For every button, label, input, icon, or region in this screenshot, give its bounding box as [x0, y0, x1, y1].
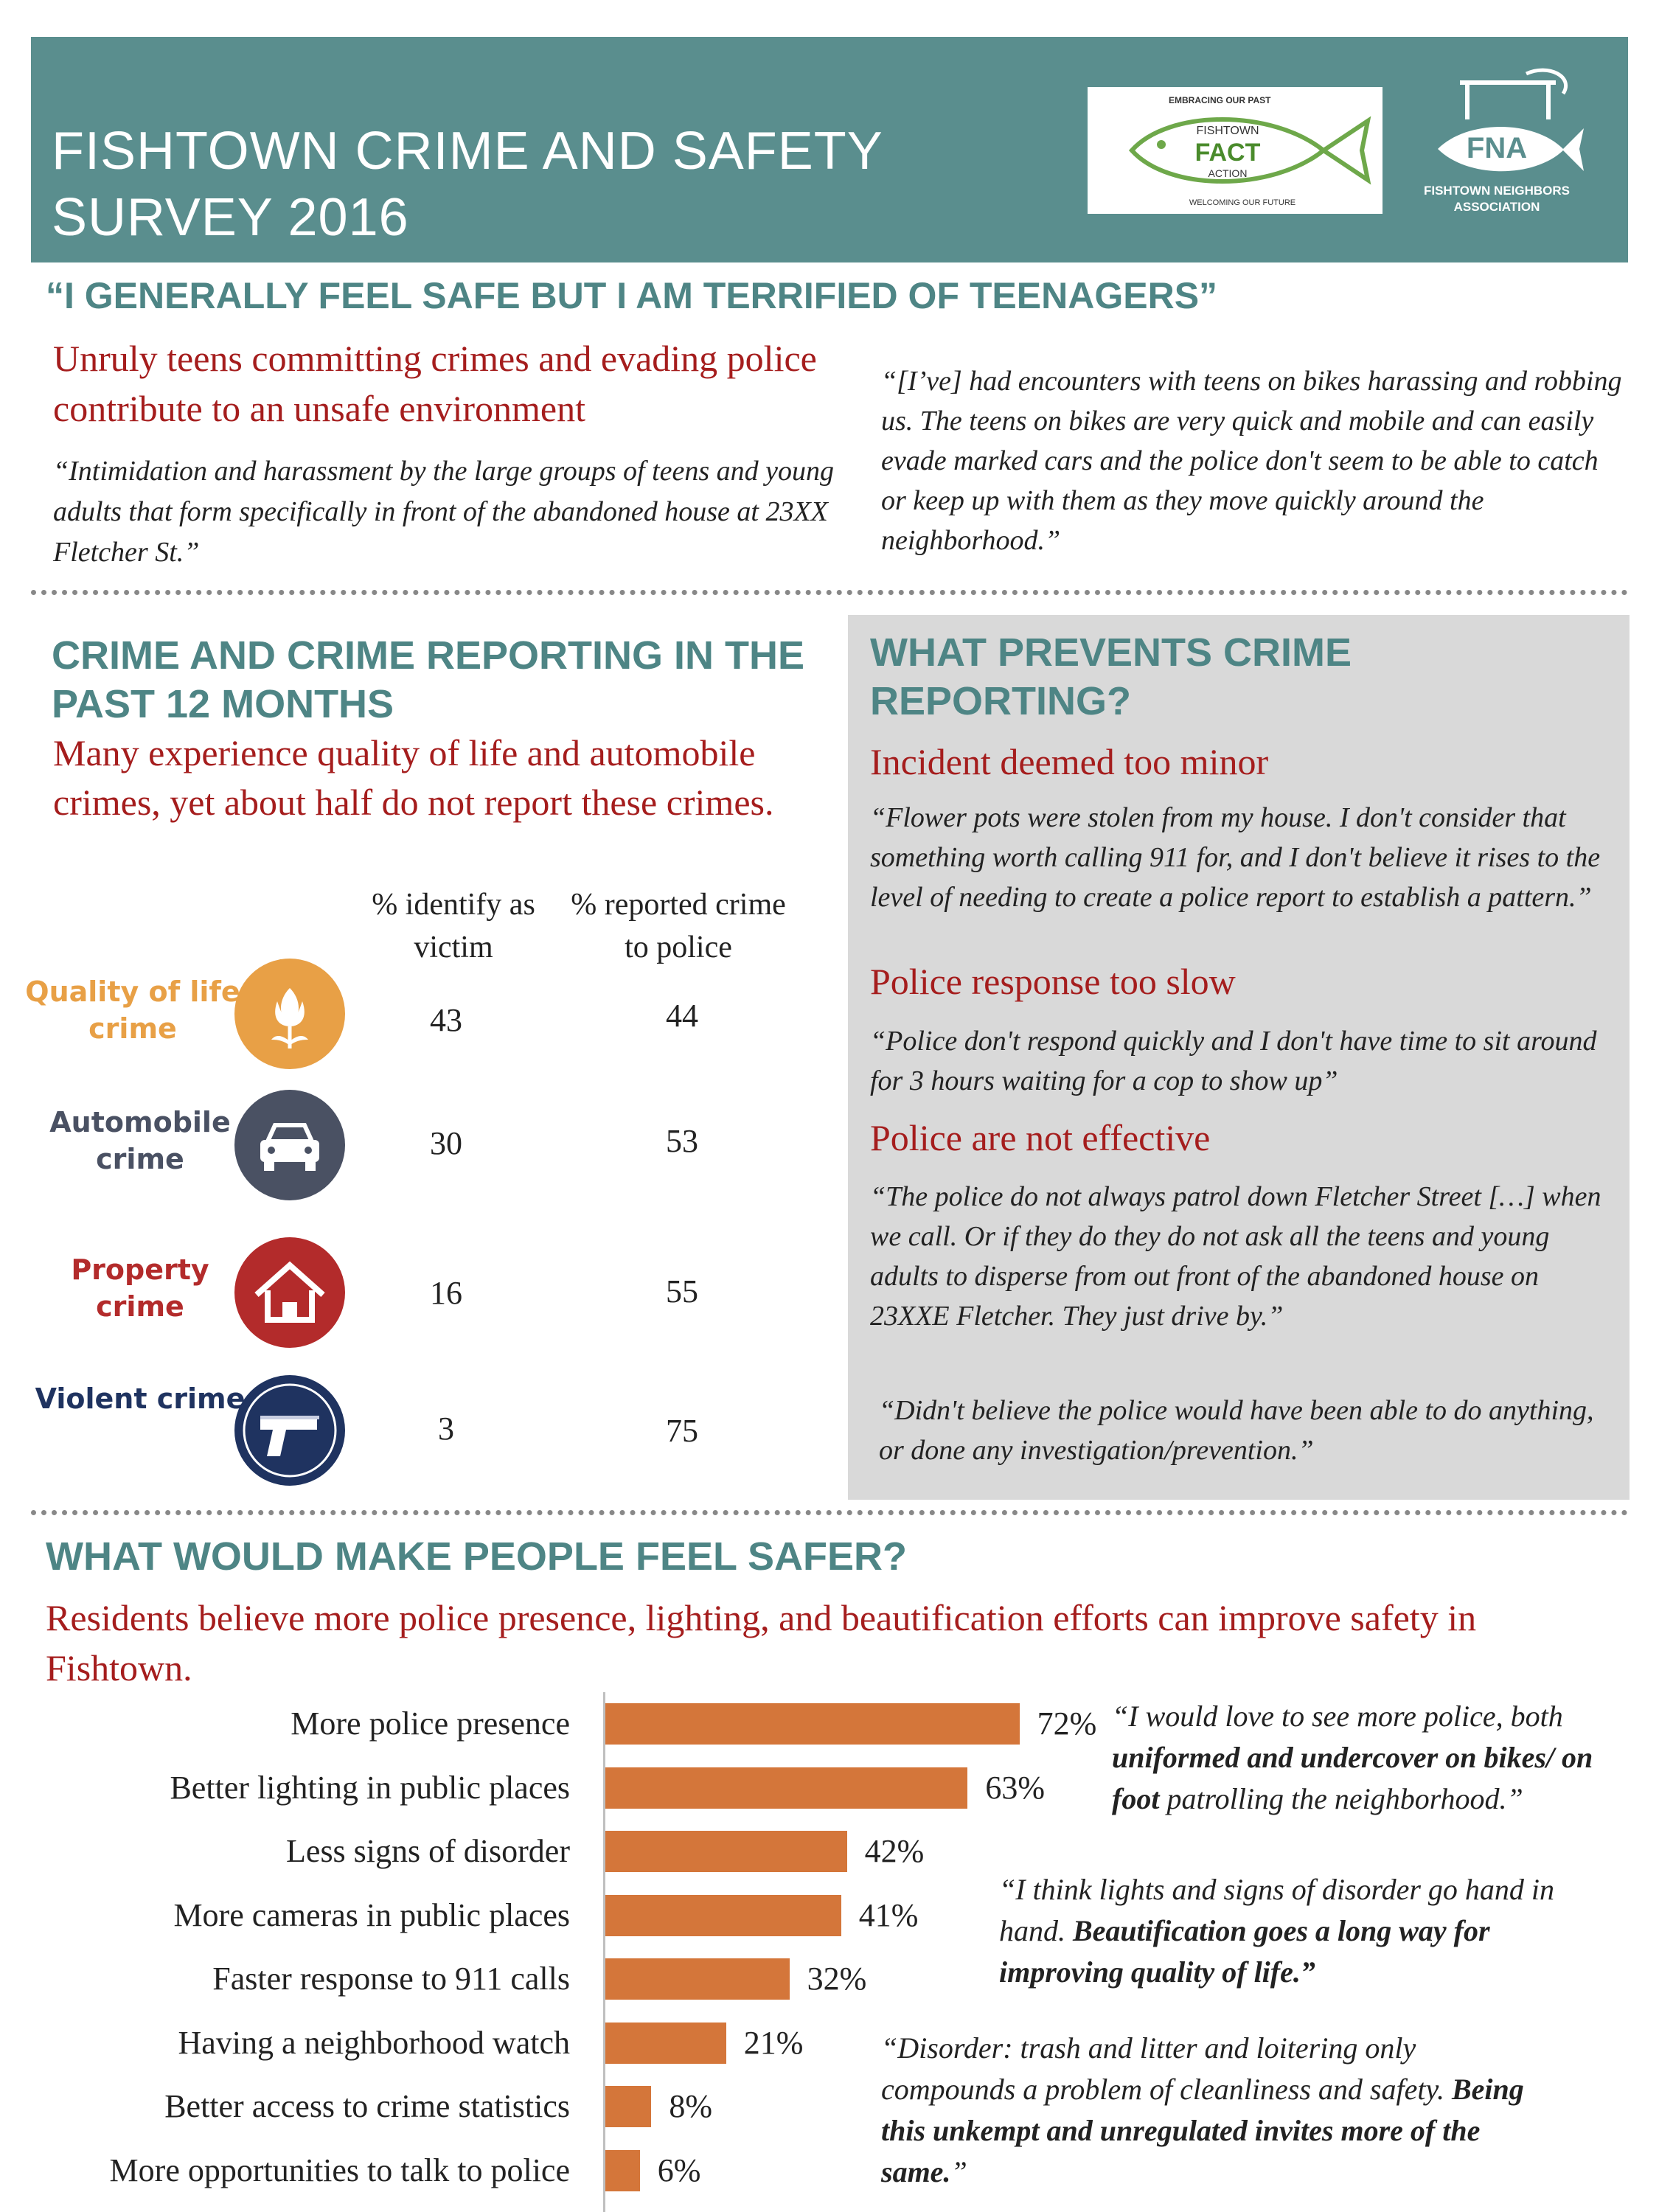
- bar-label: Better lighting in public places: [170, 1769, 570, 1806]
- fact-fishtown-text: FISHTOWN: [1196, 125, 1259, 137]
- safer-quote-lights-a: “I think lights and signs of disorder go…: [999, 1873, 1555, 1947]
- bar: [605, 1767, 968, 1809]
- safer-quote-lights-b: Beautification goes a long way for impro…: [999, 1914, 1490, 1989]
- reported-value-property: 55: [666, 1273, 698, 1310]
- safer-quote-disorder-b: Being this unkempt and unregulated invit…: [881, 2073, 1524, 2188]
- safer-subhead: Residents believe more police presence, …: [46, 1597, 1477, 1688]
- teens-subhead: Unruly teens committing crimes and evadi…: [53, 338, 817, 429]
- bar-value-label: 21%: [743, 2024, 804, 2061]
- bar: [605, 1703, 1020, 1745]
- victim-value-quality-of-life: 43: [430, 1002, 462, 1038]
- victim-value-violent: 3: [438, 1411, 454, 1447]
- bar-label: More opportunities to talk to police: [109, 2152, 570, 2188]
- prevents-heading-ineffective: Police are not effective: [870, 1117, 1211, 1158]
- victim-value-property: 16: [430, 1275, 462, 1311]
- prevents-quote-ineffective: “The police do not always patrol down Fl…: [870, 1181, 1601, 1332]
- column-header-reported: % reported crime to police: [571, 888, 786, 964]
- fna-line1-text: FISHTOWN NEIGHBORS: [1424, 184, 1570, 198]
- title-line-1: FISHTOWN CRIME AND SAFETY: [52, 122, 883, 181]
- fact-action-text: ACTION: [1208, 167, 1248, 179]
- victim-value-automobile: 30: [430, 1125, 462, 1161]
- bar: [605, 2149, 640, 2191]
- teens-headline: “I GENERALLY FEEL SAFE BUT I AM TERRIFIE…: [46, 275, 1218, 316]
- bar: [605, 1894, 841, 1936]
- prevents-quote-slow: “Police don't respond quickly and I don'…: [870, 1026, 1597, 1096]
- page-title: FISHTOWN CRIME AND SAFETY SURVEY 2016: [52, 118, 973, 251]
- bar-value-label: 8%: [669, 2088, 713, 2124]
- bar-label: Less signs of disorder: [286, 1833, 570, 1869]
- bar-label: More cameras in public places: [173, 1896, 570, 1933]
- fna-mark-text: FNA: [1467, 132, 1527, 164]
- safer-quote-disorder-c: ”: [950, 2155, 967, 2188]
- house-icon: [234, 1237, 345, 1348]
- prevents-quote-investigation: “Didn't believe the police would have be…: [879, 1395, 1594, 1466]
- section-divider: [31, 1510, 1628, 1515]
- reported-value-automobile: 53: [666, 1123, 698, 1159]
- bar-label: Faster response to 911 calls: [212, 1961, 570, 1997]
- tulip-icon: [234, 959, 345, 1069]
- crime-section-title: CRIME AND CRIME REPORTING IN THE PAST 12…: [52, 633, 805, 726]
- row-label-automobile: Automobile crime: [49, 1106, 231, 1175]
- fna-logo: FNA FISHTOWN NEIGHBORS ASSOCIATION: [1408, 68, 1585, 223]
- safer-quote-lights: “I think lights and signs of disorder go…: [999, 1869, 1611, 1993]
- fact-logo: EMBRACING OUR PAST FISHTOWN FACT ACTION …: [1088, 87, 1382, 214]
- safer-quote-police-b: uniformed and undercover on bikes/ on fo…: [1112, 1741, 1593, 1815]
- row-label-violent: Violent crime: [35, 1382, 246, 1415]
- safer-quote-police-a: “I would love to see more police, both: [1112, 1700, 1563, 1733]
- prevents-quote-minor: “Flower pots were stolen from my house. …: [870, 802, 1601, 913]
- bar-value-label: 41%: [858, 1896, 919, 1933]
- crime-subhead: Many experience quality of life and auto…: [53, 732, 774, 823]
- fact-main-text: FACT: [1195, 139, 1261, 167]
- bar-label: Having a neighborhood watch: [178, 2024, 570, 2061]
- row-label-property: Property crime: [71, 1253, 209, 1323]
- bar-value-label: 72%: [1037, 1705, 1097, 1742]
- reported-value-violent: 75: [666, 1413, 698, 1449]
- chart-axis: [603, 1692, 605, 2212]
- column-header-victim: % identify as victim: [372, 888, 535, 964]
- bar-label: Better access to crime statistics: [164, 2088, 570, 2124]
- bar: [605, 2022, 726, 2064]
- section-divider: [31, 590, 1628, 595]
- safer-title: WHAT WOULD MAKE PEOPLE FEEL SAFER?: [46, 1534, 907, 1579]
- prevents-heading-slow: Police response too slow: [870, 961, 1236, 1002]
- teens-quote-left: “Intimidation and harassment by the larg…: [53, 456, 835, 568]
- safer-quote-police-c: patrolling the neighborhood.”: [1159, 1782, 1523, 1815]
- prevents-heading-minor: Incident deemed too minor: [870, 741, 1269, 782]
- bar-value-label: 32%: [807, 1961, 867, 1997]
- prevents-panel: [848, 615, 1630, 1500]
- bar-value-label: 6%: [657, 2152, 701, 2188]
- gun-icon: [234, 1375, 345, 1486]
- bar-value-label: 42%: [864, 1833, 925, 1869]
- bar: [605, 2086, 652, 2127]
- bar-value-label: 63%: [985, 1769, 1046, 1806]
- bar: [605, 1958, 790, 2000]
- teens-quote-right: “[I’ve] had encounters with teens on bik…: [881, 366, 1622, 556]
- reported-value-quality-of-life: 44: [666, 998, 698, 1034]
- title-line-2: SURVEY 2016: [52, 188, 409, 247]
- car-icon: [234, 1090, 345, 1200]
- fna-line2-text: ASSOCIATION: [1454, 200, 1540, 214]
- safer-quote-police: “I would love to see more police, both u…: [1112, 1696, 1643, 1820]
- fact-top-text: EMBRACING OUR PAST: [1169, 95, 1271, 105]
- fact-bottom-text: WELCOMING OUR FUTURE: [1189, 198, 1295, 207]
- bar: [605, 1831, 847, 1872]
- row-label-quality-of-life: Quality of life crime: [25, 975, 240, 1045]
- safer-quote-disorder-a: “Disorder: trash and litter and loiterin…: [881, 2031, 1452, 2106]
- prevents-title: WHAT PREVENTS CRIME REPORTING?: [870, 630, 1352, 723]
- bar-label: More police presence: [291, 1705, 570, 1742]
- safer-quote-disorder: “Disorder: trash and litter and loiterin…: [881, 2028, 1545, 2193]
